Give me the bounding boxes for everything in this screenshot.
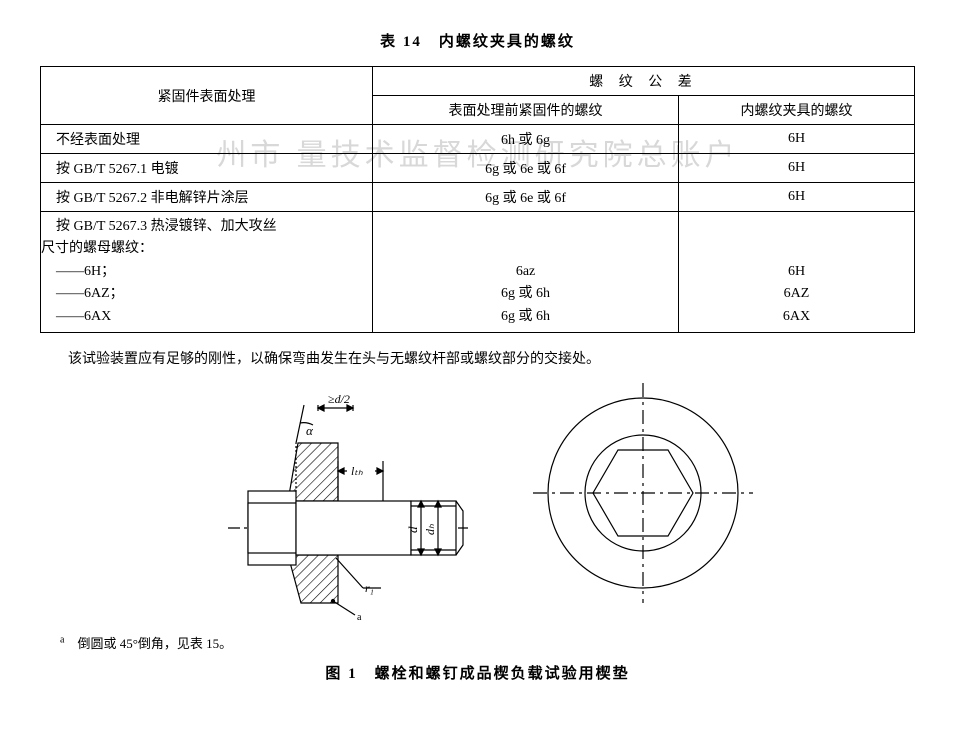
table-caption: 表 14 内螺纹夹具的螺纹 (40, 30, 915, 51)
footnote-line: a 倒圆或 45°倒角，见表 15。 (60, 633, 915, 652)
header-cell-tolerance: 螺 纹 公 差 (373, 67, 915, 96)
table-row: 不经表面处理 6h 或 6g 6H (41, 125, 915, 154)
cell-line: ——6AZ； (56, 286, 124, 301)
bolt-section-diagram: ≥d/2 α lₜₕ d dₕ r₁ a (203, 383, 473, 623)
cell: 6h 或 6g (373, 125, 679, 154)
cell: 按 GB/T 5267.2 非电解锌片涂层 (41, 183, 373, 212)
cell: 6H (679, 154, 915, 183)
cell: 6g 或 6e 或 6f (373, 154, 679, 183)
cell: 6H 6AZ 6AX (679, 212, 915, 333)
cell-line: 6g 或 6h (501, 286, 550, 301)
label-r1: r₁ (365, 581, 374, 595)
cell-line: 6az (516, 264, 535, 279)
cell-line: 按 GB/T 5267.3 热浸镀锌、加大攻丝 (56, 219, 277, 234)
header-cell-fixture: 内螺纹夹具的螺纹 (679, 96, 915, 125)
paragraph-rigidity: 该试验装置应有足够的刚性，以确保弯曲发生在头与无螺纹杆部或螺纹部分的交接处。 (40, 348, 915, 368)
figure-1-diagram: ≥d/2 α lₜₕ d dₕ r₁ a (40, 383, 915, 623)
header-cell-before: 表面处理前紧固件的螺纹 (373, 96, 679, 125)
label-d: d (405, 526, 420, 533)
cell-line: 6AX (783, 309, 810, 324)
label-d2: ≥d/2 (328, 392, 350, 406)
header-cell-treatment: 紧固件表面处理 (41, 67, 373, 125)
cell: 不经表面处理 (41, 125, 373, 154)
bolt-top-view-diagram (533, 383, 753, 603)
cell: 6H (679, 183, 915, 212)
label-footnote-a: a (357, 612, 362, 623)
label-alpha: α (306, 423, 314, 438)
thread-tolerance-table: 紧固件表面处理 螺 纹 公 差 表面处理前紧固件的螺纹 内螺纹夹具的螺纹 不经表… (40, 66, 915, 333)
cell: 按 GB/T 5267.1 电镀 (41, 154, 373, 183)
cell: 6H (679, 125, 915, 154)
cell-line: 尺寸的螺母螺纹： (41, 241, 153, 256)
cell: 6g 或 6e 或 6f (373, 183, 679, 212)
label-dh: dₕ (423, 524, 437, 535)
table-row: 按 GB/T 5267.2 非电解锌片涂层 6g 或 6e 或 6f 6H (41, 183, 915, 212)
cell: 6az 6g 或 6h 6g 或 6h (373, 212, 679, 333)
cell-line: 6AZ (784, 286, 810, 301)
cell: 按 GB/T 5267.3 热浸镀锌、加大攻丝 尺寸的螺母螺纹： ——6H； —… (41, 212, 373, 333)
figure-caption: 图 1 螺栓和螺钉成品楔负载试验用楔垫 (40, 662, 915, 683)
cell-line: ——6AX (56, 309, 111, 324)
footnote-text: 倒圆或 45°倒角，见表 15。 (64, 636, 232, 651)
cell-line: ——6H； (56, 264, 115, 279)
table-header-row: 紧固件表面处理 螺 纹 公 差 (41, 67, 915, 96)
table-row: 按 GB/T 5267.1 电镀 6g 或 6e 或 6f 6H (41, 154, 915, 183)
cell-line: 6g 或 6h (501, 309, 550, 324)
cell-line: 6H (788, 264, 805, 279)
label-lth: lₜₕ (351, 464, 363, 478)
table-row: 按 GB/T 5267.3 热浸镀锌、加大攻丝 尺寸的螺母螺纹： ——6H； —… (41, 212, 915, 333)
